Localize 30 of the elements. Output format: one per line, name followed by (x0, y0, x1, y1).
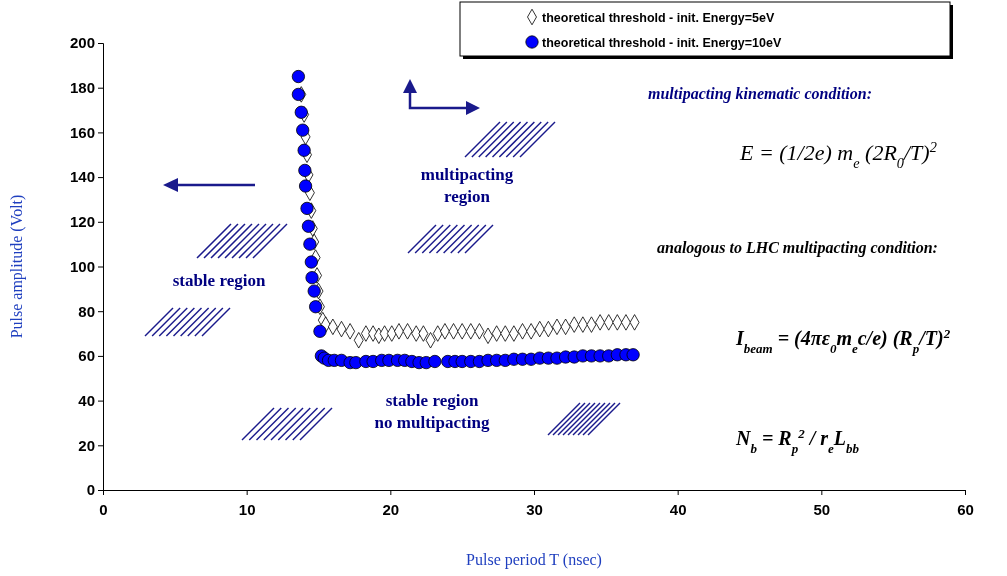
annotation: E = (1/2e) m$_{e}$ (2R$_{0}$/T)$^{2}$ (739, 139, 937, 171)
y-tick-label: 200 (69, 34, 95, 52)
x-axis-title: Pulse period T (nsec) (466, 551, 602, 569)
x-tick-label: 60 (957, 500, 974, 518)
y-tick-label: 100 (69, 257, 95, 275)
legend-label: theoretical threshold - init. Energy=5eV (542, 10, 776, 25)
x-tick-label: 20 (382, 500, 400, 518)
text: I$_{beam}$ = (4πε$_{0}$m$_{e}$c/e) (R$_{p}$/T)$^{2}$ (736, 325, 951, 356)
legend-label: theoretical threshold - init. Energy=10eV (542, 35, 782, 50)
annotation: multipacting kinematic condition: (648, 85, 873, 103)
y-tick-label: 140 (69, 168, 95, 186)
y-tick-label: 40 (78, 391, 95, 409)
annotation: stable region (172, 271, 266, 290)
y-tick-label: 180 (69, 79, 95, 96)
y-tick-label: 60 (78, 347, 95, 365)
y-tick-label: 20 (78, 436, 95, 454)
text: N$_{b}$ = R$_{p}$$^{2}$ / r$_{e}$L$_{bb}$ (736, 425, 860, 456)
y-tick-label: 0 (86, 481, 95, 499)
x-tick-label: 10 (238, 500, 256, 518)
x-tick-label: 30 (526, 500, 543, 518)
y-tick-label: 120 (69, 213, 95, 231)
x-tick-label: 0 (99, 500, 108, 518)
x-tick-label: 40 (669, 500, 687, 518)
annotation: multipacting region (420, 165, 514, 207)
annotation: analogous to LHC multipacting condition: (657, 239, 938, 257)
y-tick-label: 80 (78, 302, 95, 320)
y-tick-label: 160 (69, 123, 95, 141)
y-axis-title: Pulse amplitude (Volt) (8, 194, 26, 339)
annotation: stable region no multipacting (374, 391, 490, 433)
x-tick-label: 50 (813, 500, 831, 518)
